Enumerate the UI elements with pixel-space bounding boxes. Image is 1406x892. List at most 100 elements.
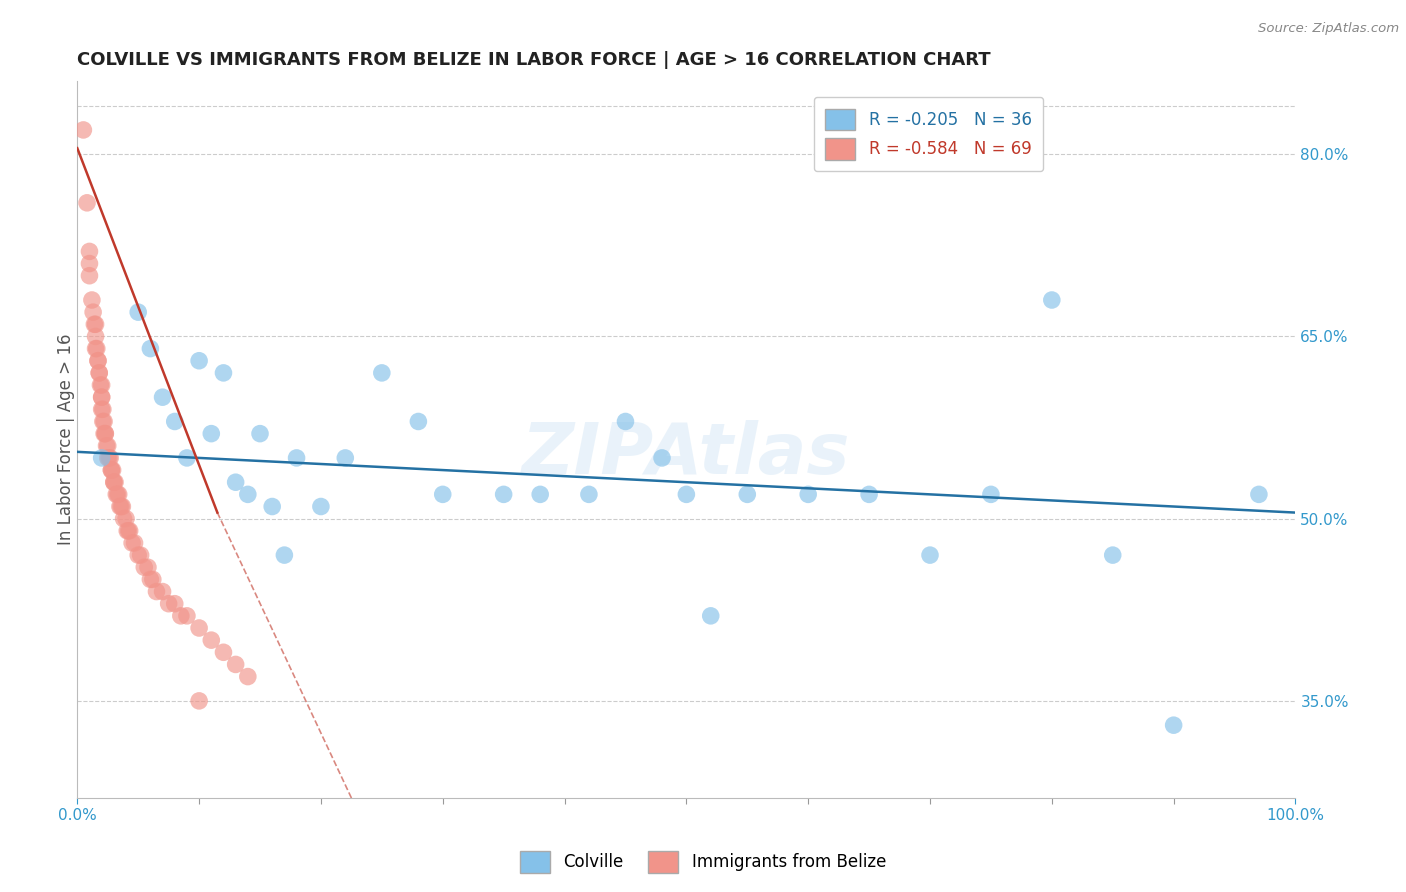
- Point: [157, 597, 180, 611]
- Point: [1163, 718, 1185, 732]
- Point: [735, 487, 758, 501]
- Point: [89, 366, 111, 380]
- Point: [188, 694, 211, 708]
- Point: [285, 450, 308, 465]
- Point: [145, 584, 167, 599]
- Point: [121, 536, 143, 550]
- Point: [115, 524, 138, 538]
- Point: [200, 633, 222, 648]
- Point: [176, 608, 198, 623]
- Point: [104, 475, 127, 490]
- Point: [212, 645, 235, 659]
- Point: [108, 500, 131, 514]
- Point: [127, 305, 149, 319]
- Point: [91, 402, 114, 417]
- Point: [89, 366, 111, 380]
- Point: [176, 450, 198, 465]
- Point: [90, 390, 112, 404]
- Point: [86, 342, 108, 356]
- Text: ZIPAtlas: ZIPAtlas: [522, 419, 851, 489]
- Point: [578, 487, 600, 501]
- Point: [249, 426, 271, 441]
- Point: [1040, 293, 1063, 307]
- Point: [72, 123, 94, 137]
- Point: [1101, 548, 1123, 562]
- Point: [675, 487, 697, 501]
- Point: [107, 487, 129, 501]
- Point: [90, 402, 112, 417]
- Point: [614, 415, 637, 429]
- Point: [115, 511, 138, 525]
- Point: [97, 439, 120, 453]
- Point: [651, 450, 673, 465]
- Point: [492, 487, 515, 501]
- Point: [139, 342, 162, 356]
- Point: [188, 353, 211, 368]
- Point: [98, 450, 121, 465]
- Point: [170, 608, 193, 623]
- Point: [236, 670, 259, 684]
- Point: [79, 268, 101, 283]
- Y-axis label: In Labor Force | Age > 16: In Labor Force | Age > 16: [58, 334, 75, 545]
- Point: [84, 318, 107, 332]
- Point: [101, 463, 124, 477]
- Point: [225, 657, 247, 672]
- Point: [103, 475, 125, 490]
- Point: [408, 415, 430, 429]
- Text: COLVILLE VS IMMIGRANTS FROM BELIZE IN LABOR FORCE | AGE > 16 CORRELATION CHART: COLVILLE VS IMMIGRANTS FROM BELIZE IN LA…: [77, 51, 991, 69]
- Point: [127, 548, 149, 562]
- Point: [797, 487, 820, 501]
- Point: [225, 475, 247, 490]
- Point: [105, 487, 128, 501]
- Point: [76, 195, 98, 210]
- Point: [152, 584, 174, 599]
- Point: [93, 426, 115, 441]
- Point: [152, 390, 174, 404]
- Point: [97, 450, 120, 465]
- Point: [87, 353, 110, 368]
- Point: [90, 390, 112, 404]
- Point: [79, 256, 101, 270]
- Point: [1247, 487, 1270, 501]
- Point: [262, 500, 284, 514]
- Point: [124, 536, 146, 550]
- Point: [117, 524, 139, 538]
- Point: [110, 500, 132, 514]
- Point: [97, 450, 120, 465]
- Point: [212, 366, 235, 380]
- Point: [858, 487, 880, 501]
- Point: [700, 608, 723, 623]
- Point: [100, 463, 122, 477]
- Point: [129, 548, 152, 562]
- Point: [96, 439, 118, 453]
- Point: [134, 560, 156, 574]
- Legend: R = -0.205   N = 36, R = -0.584   N = 69: R = -0.205 N = 36, R = -0.584 N = 69: [814, 97, 1043, 171]
- Point: [200, 426, 222, 441]
- Point: [136, 560, 159, 574]
- Text: Source: ZipAtlas.com: Source: ZipAtlas.com: [1258, 22, 1399, 36]
- Point: [371, 366, 394, 380]
- Point: [93, 415, 115, 429]
- Point: [335, 450, 357, 465]
- Point: [273, 548, 295, 562]
- Point: [236, 487, 259, 501]
- Point: [142, 573, 165, 587]
- Point: [112, 511, 135, 525]
- Point: [90, 450, 112, 465]
- Point: [529, 487, 551, 501]
- Point: [80, 293, 103, 307]
- Point: [163, 415, 186, 429]
- Point: [91, 415, 114, 429]
- Legend: Colville, Immigrants from Belize: Colville, Immigrants from Belize: [513, 845, 893, 880]
- Point: [83, 318, 105, 332]
- Point: [89, 378, 111, 392]
- Point: [163, 597, 186, 611]
- Point: [918, 548, 941, 562]
- Point: [94, 426, 117, 441]
- Point: [79, 244, 101, 259]
- Point: [188, 621, 211, 635]
- Point: [82, 305, 104, 319]
- Point: [84, 329, 107, 343]
- Point: [103, 475, 125, 490]
- Point: [118, 524, 141, 538]
